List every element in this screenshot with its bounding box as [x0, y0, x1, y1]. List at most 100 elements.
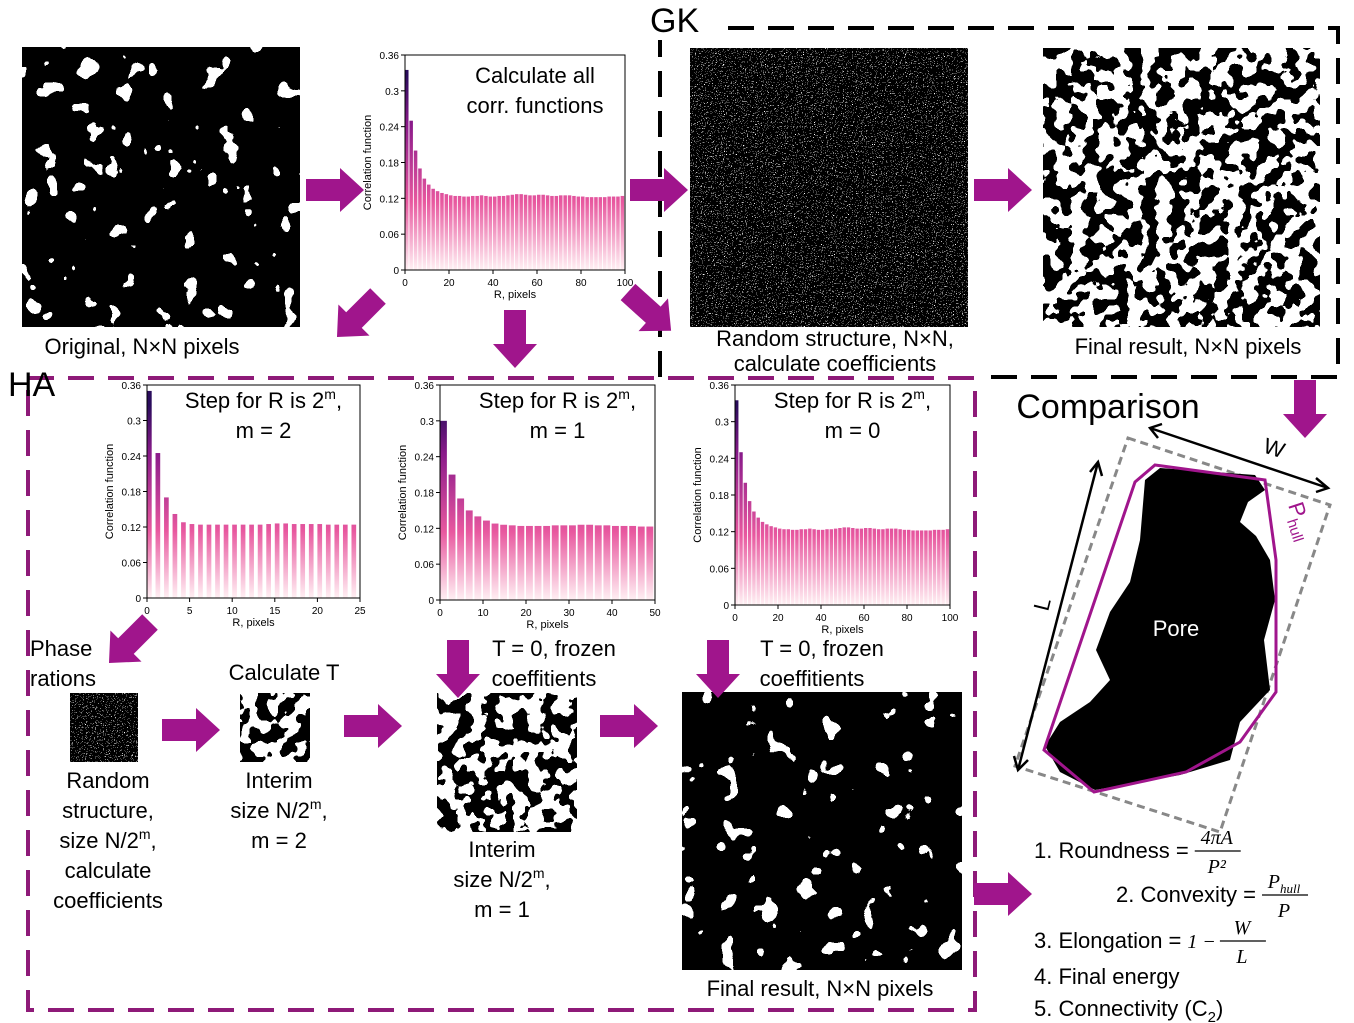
y-axis-title: Correlation function: [397, 445, 409, 540]
bar: [418, 168, 422, 270]
title-part: Step for R is 2: [185, 388, 324, 413]
caption: size N/2m,: [230, 796, 327, 823]
caption: size N/2m,: [59, 826, 156, 853]
bar: [467, 197, 471, 270]
x-axis-title: R, pixels: [821, 624, 864, 636]
bar: [612, 197, 616, 270]
bar: [920, 530, 923, 605]
bar: [190, 524, 195, 598]
x-axis-title: R, pixels: [526, 619, 569, 631]
bar: [436, 191, 440, 270]
metric-label: 2. Convexity =: [1116, 882, 1256, 907]
caption-part: ,: [151, 828, 157, 853]
bar: [916, 530, 919, 605]
bar: [232, 525, 237, 598]
y-tick-label: 0.3: [420, 417, 434, 428]
bar: [484, 196, 488, 270]
bar: [800, 529, 803, 605]
bar: [156, 453, 161, 598]
bar: [497, 196, 501, 270]
bar: [543, 526, 550, 600]
y-tick-label: 0.24: [415, 453, 435, 464]
bar: [462, 197, 466, 270]
bar: [300, 524, 305, 598]
caption: calculate: [65, 858, 152, 883]
caption: rations: [30, 666, 96, 691]
bar: [808, 529, 811, 605]
bar: [440, 421, 447, 600]
bar: [581, 197, 585, 270]
bar: [555, 196, 559, 270]
bar: [266, 524, 271, 598]
bar: [515, 194, 519, 270]
x-tick-label: 60: [858, 613, 870, 624]
bar: [621, 526, 628, 600]
bar: [427, 185, 431, 270]
bar: [409, 121, 413, 270]
bar: [787, 529, 790, 605]
bar: [585, 197, 589, 270]
y-tick-label: 0.36: [415, 381, 435, 392]
x-axis-title: R, pixels: [232, 617, 275, 629]
y-tick-label: 0.06: [122, 559, 142, 570]
numerator: Phull: [1267, 871, 1301, 896]
caption: coefficients: [53, 888, 163, 913]
arrow: [93, 606, 165, 678]
bar: [774, 527, 777, 605]
y-tick-label: 0.12: [710, 528, 730, 539]
bar: [449, 475, 456, 600]
x-tick-label: 50: [649, 608, 661, 619]
x-tick-label: 80: [901, 613, 913, 624]
caption-part: ,: [545, 867, 551, 892]
caption: Phase: [30, 636, 92, 661]
bar: [590, 197, 594, 270]
numerator: W: [1234, 917, 1253, 939]
x-tick-label: 0: [402, 278, 408, 289]
caption: Interim: [245, 768, 312, 793]
y-axis-title: Correlation function: [104, 444, 116, 539]
caption-part: ,: [322, 798, 328, 823]
bar: [326, 525, 331, 598]
bar: [292, 524, 297, 598]
bar: [164, 497, 169, 598]
l-label: L: [1029, 595, 1056, 613]
bar: [457, 498, 464, 600]
bar: [519, 194, 523, 270]
bar: [769, 526, 772, 605]
superscript: m: [533, 865, 545, 881]
title-sup: m: [324, 386, 336, 402]
caption: T = 0, frozen: [760, 636, 884, 661]
bar: [258, 525, 263, 598]
x-tick-label: 30: [563, 608, 575, 619]
metric-text: 2. Convexity =: [1116, 882, 1256, 907]
bar: [886, 529, 889, 605]
metrics: 1. Roundness =4πAP²2. Convexity =PhullP3…: [1034, 827, 1308, 1023]
bar: [173, 514, 178, 598]
bar: [851, 528, 854, 605]
bar: [533, 195, 537, 270]
comparison-title: Comparison: [1016, 388, 1199, 426]
x-tick-label: 80: [575, 278, 587, 289]
y-tick-label: 0.3: [385, 87, 399, 98]
random-image: [690, 48, 968, 327]
bar: [509, 525, 516, 600]
pore-label: Pore: [1153, 616, 1199, 641]
bar: [569, 525, 576, 600]
page: GK HA Original, N×N pixels Random struct…: [0, 0, 1354, 1023]
bar: [458, 196, 462, 270]
bar: [517, 526, 524, 600]
chart-title: Step for R is 2m,: [479, 386, 636, 413]
x-tick-label: 10: [477, 608, 489, 619]
caption: T = 0, frozen: [492, 636, 616, 661]
bar: [864, 528, 867, 605]
chart-title: Step for R is 2m,: [185, 386, 342, 413]
bar: [860, 529, 863, 605]
w-label: W: [1260, 433, 1288, 463]
arrow: [344, 704, 402, 748]
bar: [181, 522, 186, 598]
title-part: ,: [630, 388, 636, 413]
bar: [568, 195, 572, 270]
bar: [147, 391, 152, 598]
chart-title: Step for R is 2m,: [774, 386, 931, 413]
bar: [577, 197, 581, 270]
